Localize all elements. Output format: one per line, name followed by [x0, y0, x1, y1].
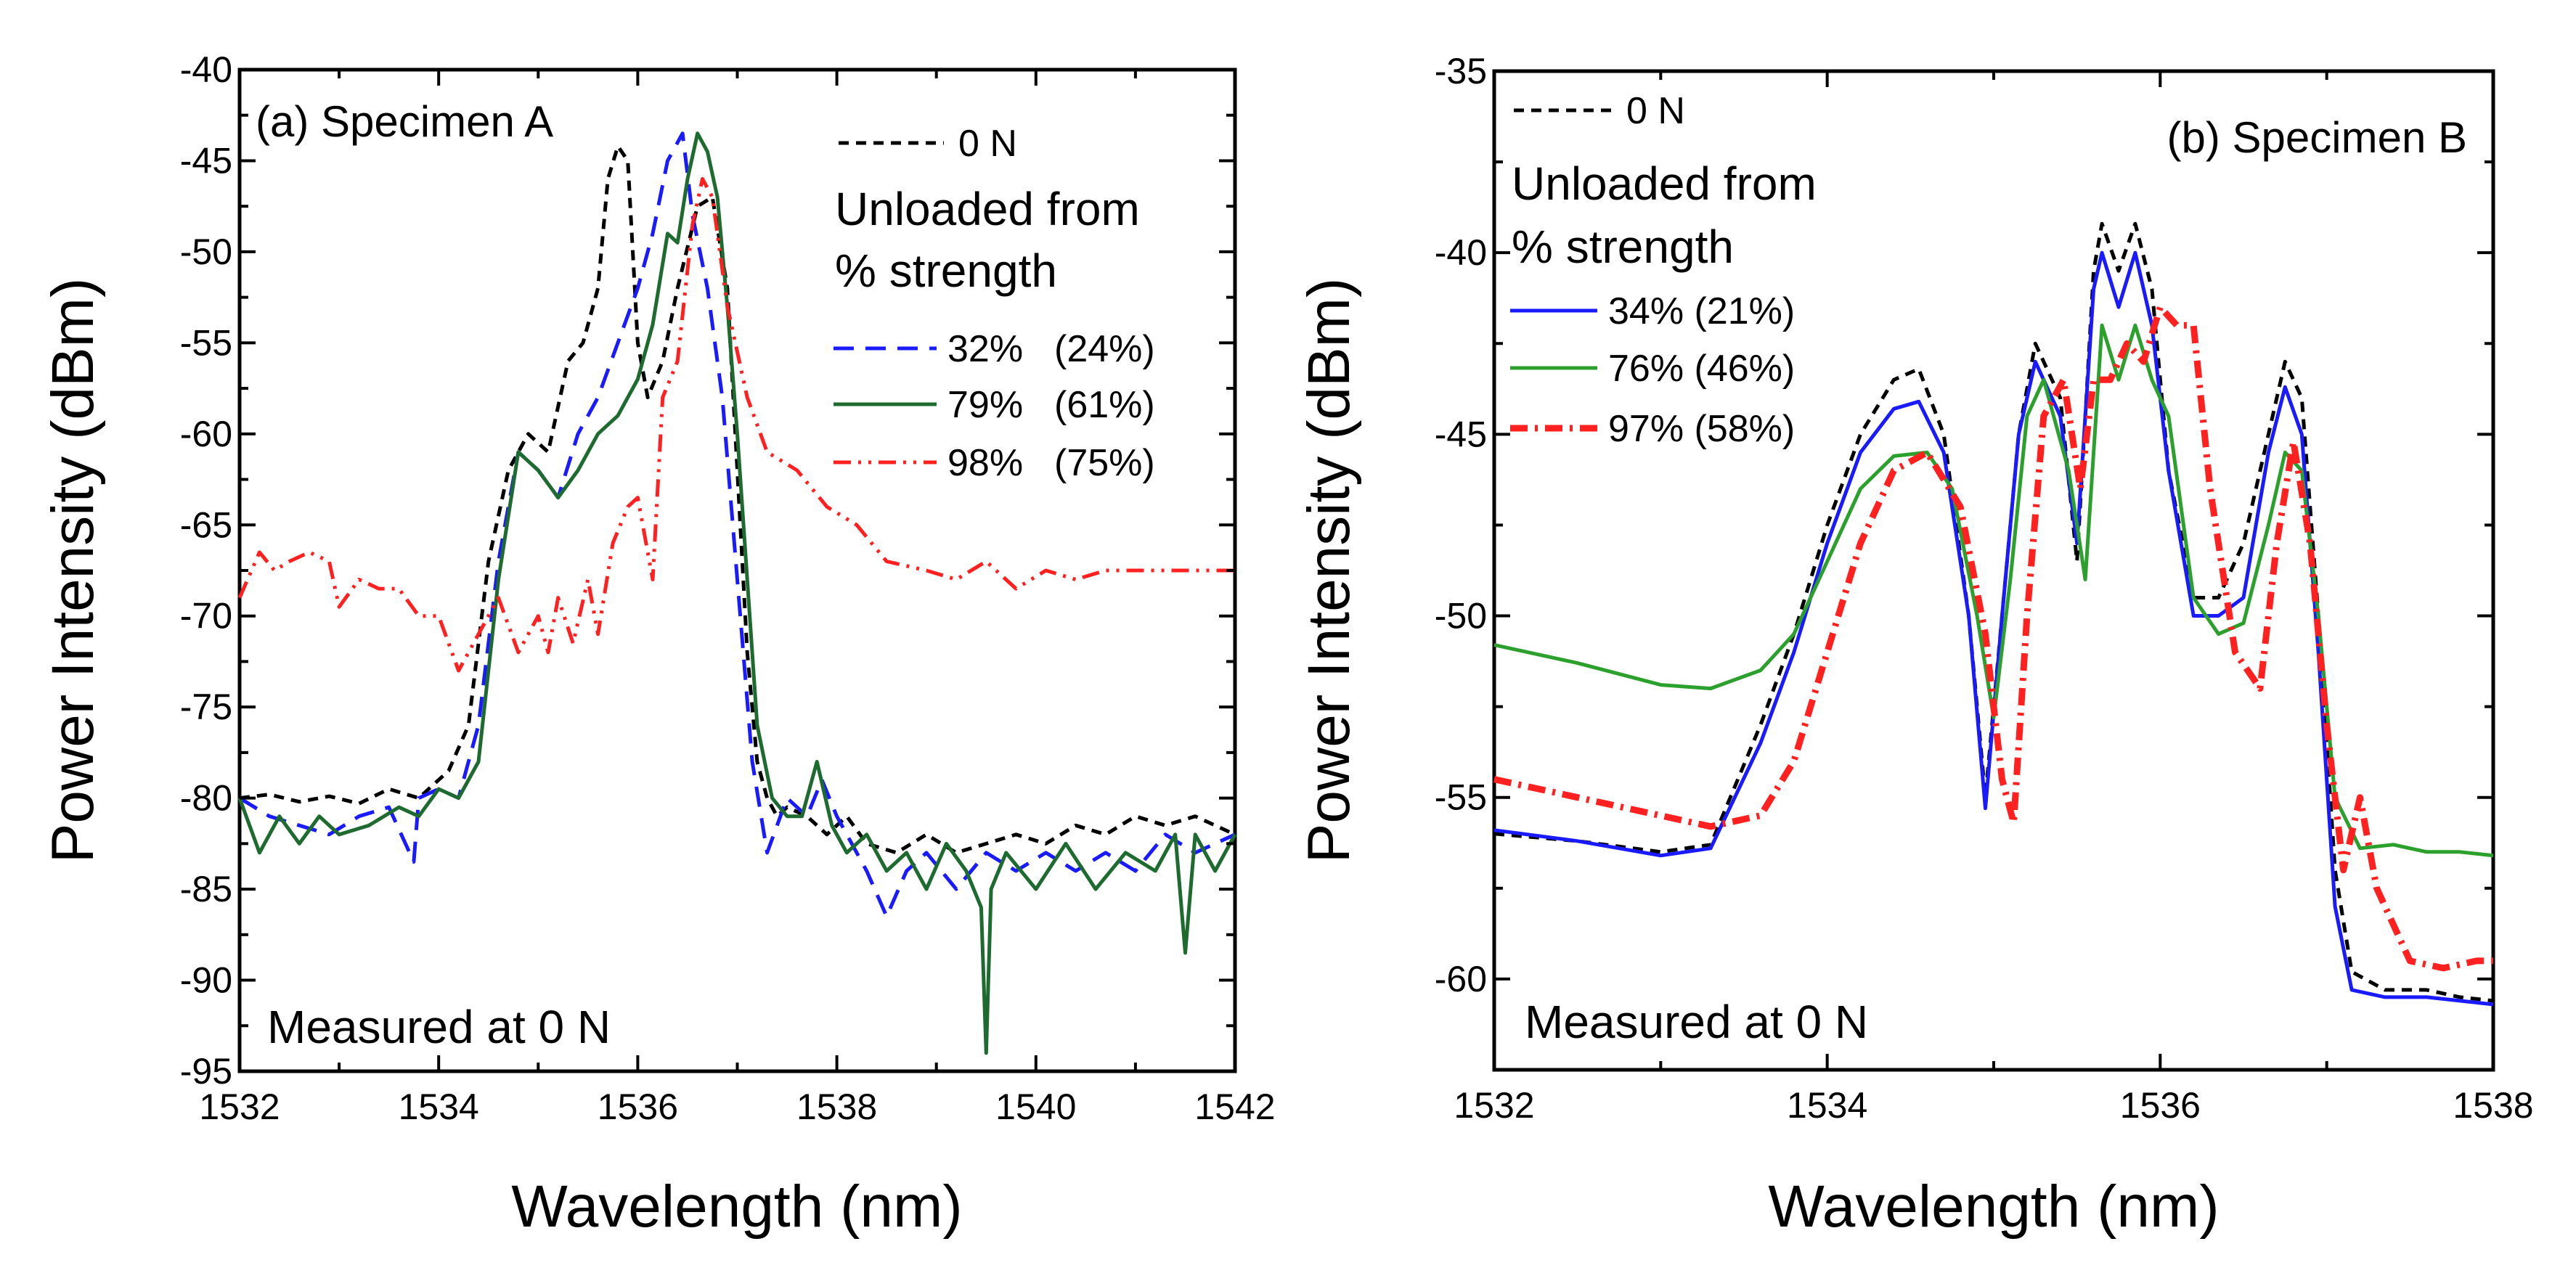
panel-a-x-tick-label: 1534 — [399, 1086, 479, 1127]
panel-a-legend-heading: % strength — [835, 245, 1057, 297]
panel-a-x-axis-title: Wavelength (nm) — [511, 1174, 962, 1240]
panel-a-chart: 1532 1534 1536 1538 1540 1542 -95 -90 -85 -80 -75 -… — [40, 49, 1276, 1240]
panel-a-y-tick-label: -80 — [180, 778, 232, 819]
panel-b-x-tick-label: 1532 — [1454, 1085, 1534, 1126]
panel-a-series-line-2 — [238, 131, 1236, 919]
panel-b-x-axis-title: Wavelength (nm) — [1768, 1174, 2219, 1240]
panel-a-y-tick-label: -65 — [180, 504, 232, 545]
panel-a-y-axis-title: Power Intensity (dBm) — [40, 278, 106, 864]
panel-a-legend-heading: Unloaded from — [835, 183, 1140, 235]
panel-a-x-tick-label: 1540 — [995, 1086, 1076, 1127]
panel-b-chart: 1532 1534 1536 1538 -60 -55 -50 -45 -40 -35 0 N Un… — [1296, 51, 2534, 1240]
panel-b-ticks: 1532 1534 1536 1538 -60 -55 -50 -45 -40 -35 — [1435, 51, 2534, 1126]
panel-b-legend-label: 34% (21%) — [1608, 290, 1795, 332]
panel-b-y-tick-label: -40 — [1435, 232, 1487, 273]
panel-b-x-tick-label: 1538 — [2453, 1085, 2533, 1126]
panel-b-legend-heading: Unloaded from — [1512, 157, 1817, 210]
panel-a-legend-label: 98% — [947, 442, 1023, 484]
panel-a-legend-label: 79% — [947, 384, 1023, 426]
panel-b-legend-label: 97% (58%) — [1608, 408, 1795, 450]
panel-a-legend-label: 0 N — [958, 123, 1017, 165]
panel-a-series — [237, 131, 1237, 1055]
panel-b-y-tick-label: -55 — [1435, 777, 1487, 818]
panel-b-x-tick-label: 1534 — [1787, 1085, 1867, 1126]
panel-a-series-line-3 — [237, 131, 1237, 1055]
panel-a-y-tick-label: -50 — [180, 232, 232, 272]
panel-a-series-line-4 — [237, 177, 1235, 673]
panel-b-x-tick-label: 1536 — [2120, 1085, 2201, 1126]
panel-a-x-tick-label: 1532 — [199, 1086, 280, 1127]
panel-b-legend-label: 0 N — [1626, 90, 1685, 132]
panel-b-series-line-4 — [1493, 303, 2493, 972]
panel-b-y-tick-label: -35 — [1435, 51, 1487, 91]
panel-a-y-tick-label: -55 — [180, 322, 232, 363]
panel-a-ticks: 1532 1534 1536 1538 1540 1542 -95 -90 -85 -80 -75 -… — [180, 49, 1276, 1127]
panel-b-y-axis-title: Power Intensity (dBm) — [1296, 278, 1362, 864]
panel-b-series-line-1 — [1493, 221, 2494, 1003]
panel-b-series — [1493, 221, 2494, 1007]
panel-a-legend-paren: (61%) — [1054, 384, 1155, 426]
panel-a-legend-paren: (24%) — [1054, 328, 1155, 370]
panel-b-legend-label: 76% (46%) — [1608, 348, 1795, 390]
panel-a-y-tick-label: -70 — [180, 596, 232, 637]
panel-b-legend: 0 N Unloaded from % strength 34% (21%) 76% (… — [1510, 90, 1817, 450]
panel-a-series-line-1 — [239, 144, 1236, 855]
panel-b-series-line-2 — [1493, 250, 2494, 1007]
panel-b-series-line-3 — [1493, 323, 2494, 858]
panel-a-y-tick-label: -40 — [180, 49, 232, 90]
panel-a-label: (a) Specimen A — [256, 97, 553, 146]
panel-b-annotation: Measured at 0 N — [1525, 996, 1868, 1048]
panel-a-x-tick-label: 1536 — [598, 1086, 678, 1127]
panel-a-legend-label: 32% — [947, 328, 1023, 370]
panel-a-x-tick-label: 1538 — [796, 1086, 877, 1127]
panel-a-legend-paren: (75%) — [1054, 442, 1155, 484]
panel-a-y-tick-label: -45 — [180, 140, 232, 181]
panel-a-y-tick-label: -75 — [180, 687, 232, 727]
panel-a-annotation: Measured at 0 N — [267, 1001, 611, 1053]
panel-b-y-tick-label: -45 — [1435, 414, 1487, 454]
panel-a-y-tick-label: -60 — [180, 414, 232, 454]
panel-b-label: (b) Specimen B — [2167, 113, 2468, 162]
panel-a-legend: 0 N Unloaded from % strength 32% (24%) 79% (61… — [833, 123, 1155, 484]
panel-b-y-tick-label: -60 — [1435, 959, 1487, 999]
panel-a-y-tick-label: -85 — [180, 869, 232, 909]
panel-a-y-tick-label: -90 — [180, 960, 232, 1001]
panel-b-legend-heading: % strength — [1512, 221, 1734, 273]
panel-a-y-tick-label: -95 — [180, 1051, 232, 1092]
panel-b-y-tick-label: -50 — [1435, 596, 1487, 637]
panel-a-x-tick-label: 1542 — [1194, 1086, 1275, 1127]
